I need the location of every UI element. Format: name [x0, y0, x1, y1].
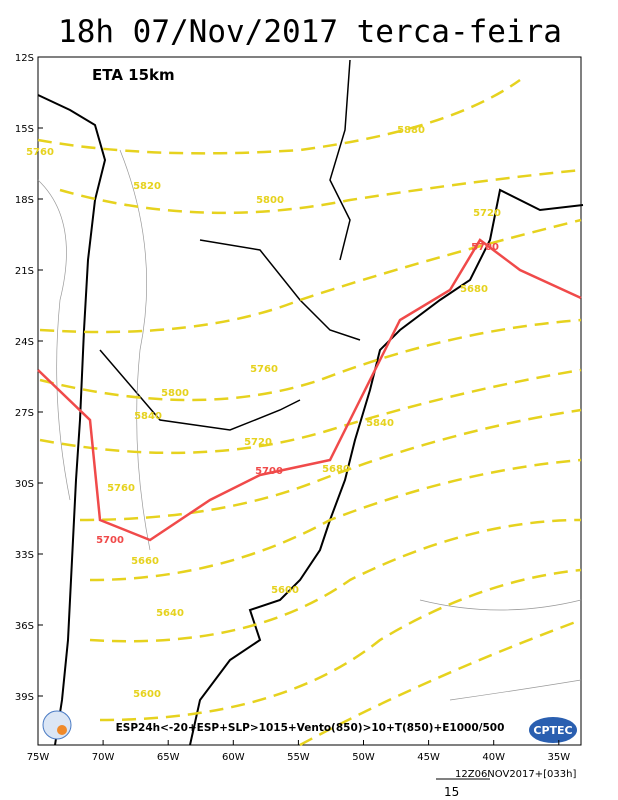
contour-label: 5820: [133, 181, 161, 192]
lat-label: 12S: [15, 53, 34, 64]
cptec-logo: [529, 717, 577, 743]
lat-label: 30S: [15, 479, 34, 490]
lat-label: 18S: [15, 195, 34, 206]
inpe-logo-dot: [57, 725, 67, 735]
contour-label-red: 5700: [471, 242, 499, 253]
model-label: ETA 15km: [92, 66, 175, 84]
lon-label: 75W: [27, 752, 50, 763]
height-contours: [37, 78, 582, 747]
lon-label: 65W: [157, 752, 180, 763]
footer-scale: 15: [444, 785, 459, 799]
lat-label: 24S: [15, 337, 34, 348]
footer-run: 12Z06NOV2017+[033h]: [455, 769, 576, 780]
contour-label: 5760: [250, 364, 278, 375]
cptec-text: CPTEC: [533, 724, 572, 737]
contour-label: 5640: [156, 608, 184, 619]
lon-label: 35W: [547, 752, 570, 763]
contour-label: 5600: [271, 585, 299, 596]
contour-label: 5760: [26, 147, 54, 158]
contour-label: 5720: [244, 437, 272, 448]
lon-label: 70W: [92, 752, 115, 763]
contour-label: 5600: [133, 689, 161, 700]
contour-label: 5880: [397, 125, 425, 136]
lon-label: 55W: [287, 752, 310, 763]
contour-label: 5840: [134, 411, 162, 422]
contour-label-red: 5700: [255, 466, 283, 477]
lon-label: 45W: [417, 752, 440, 763]
contour-label: 5800: [256, 195, 284, 206]
lon-label: 40W: [482, 752, 505, 763]
contour-label: 5680: [322, 464, 350, 475]
contour-label: 5760: [107, 483, 135, 494]
contour-label: 5660: [131, 556, 159, 567]
inpe-logo: [42, 710, 72, 740]
map-frame: [37, 56, 582, 746]
contour-label: 5800: [161, 388, 189, 399]
lon-label: 50W: [352, 752, 375, 763]
lat-label: 33S: [15, 550, 34, 561]
contour-label: 5720: [473, 208, 501, 219]
lat-label: 39S: [15, 692, 34, 703]
contour-label: 5840: [366, 418, 394, 429]
lat-label: 15S: [15, 124, 34, 135]
lat-label: 36S: [15, 621, 34, 632]
title: 18h 07/Nov/2017 terca-feira: [58, 14, 562, 50]
caption: ESP24h<-20+ESP+SLP>1015+Vento(850)>10+T(…: [116, 722, 505, 734]
lon-label: 60W: [222, 752, 245, 763]
coastline: [37, 59, 584, 746]
lat-label: 27S: [15, 408, 34, 419]
lat-label: 21S: [15, 266, 34, 277]
pressure-contours: [37, 149, 582, 701]
contour-5700: [37, 238, 582, 542]
contour-label-red: 5700: [96, 535, 124, 546]
contour-label: 5680: [460, 284, 488, 295]
